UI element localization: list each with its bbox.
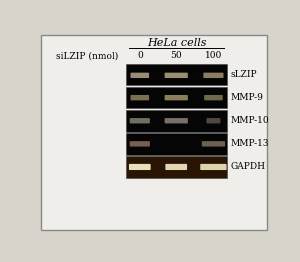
- FancyBboxPatch shape: [203, 73, 224, 78]
- Text: MMP-9: MMP-9: [230, 93, 263, 102]
- FancyBboxPatch shape: [130, 118, 150, 123]
- FancyBboxPatch shape: [130, 95, 149, 100]
- FancyBboxPatch shape: [130, 141, 150, 146]
- FancyBboxPatch shape: [204, 95, 223, 100]
- FancyBboxPatch shape: [206, 118, 220, 123]
- Text: 0: 0: [137, 51, 143, 61]
- FancyBboxPatch shape: [165, 73, 188, 78]
- Text: sLZIP: sLZIP: [230, 70, 257, 79]
- FancyBboxPatch shape: [126, 156, 227, 178]
- FancyBboxPatch shape: [130, 73, 149, 78]
- Text: siLZIP (nmol): siLZIP (nmol): [56, 51, 118, 61]
- FancyBboxPatch shape: [165, 164, 187, 170]
- FancyBboxPatch shape: [40, 35, 267, 230]
- FancyBboxPatch shape: [129, 164, 151, 170]
- FancyBboxPatch shape: [165, 118, 188, 123]
- FancyBboxPatch shape: [126, 87, 227, 108]
- Text: 100: 100: [205, 51, 222, 61]
- Text: HeLa cells: HeLa cells: [147, 38, 206, 48]
- FancyBboxPatch shape: [126, 64, 227, 85]
- FancyBboxPatch shape: [202, 141, 225, 146]
- FancyBboxPatch shape: [200, 164, 226, 170]
- FancyBboxPatch shape: [165, 95, 188, 100]
- FancyBboxPatch shape: [126, 110, 227, 132]
- Text: MMP-13: MMP-13: [230, 139, 269, 148]
- Text: MMP-10: MMP-10: [230, 116, 269, 125]
- Text: 50: 50: [170, 51, 182, 61]
- FancyBboxPatch shape: [126, 133, 227, 155]
- Text: GAPDH: GAPDH: [230, 162, 266, 171]
